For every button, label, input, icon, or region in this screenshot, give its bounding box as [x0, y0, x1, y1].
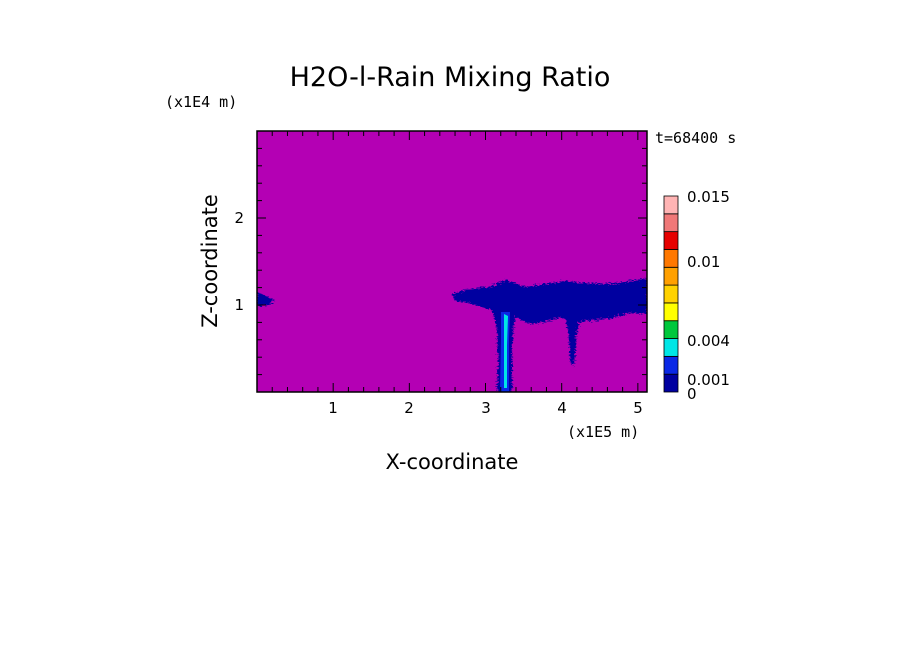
plot-frame [256, 130, 648, 393]
x-ticks [271, 131, 639, 392]
colorbar-segment [663, 284, 679, 304]
rain-layer-band [452, 278, 647, 324]
colorbar-segment [663, 373, 679, 393]
rain-core-high [504, 314, 508, 388]
colorbar-tick-label: 0.01 [687, 253, 720, 271]
colorbar-tick-label: 0 [687, 385, 697, 403]
colorbar-segment [663, 231, 679, 250]
y-tick-label: 1 [234, 296, 244, 314]
colorbar-segment [663, 266, 679, 286]
colorbar-segment [663, 338, 679, 357]
colorbar-segment [663, 213, 679, 233]
x-tick-label: 1 [328, 399, 338, 417]
y-ticks [257, 147, 647, 376]
colorbar-segments [663, 195, 679, 393]
x-axis: 1 2 3 4 5 (x1E5 m) X-coordinate [271, 131, 643, 474]
x-tick-label: 5 [633, 399, 643, 417]
colorbar-segment [663, 249, 679, 268]
y-scale-label: (x1E4 m) [165, 93, 237, 111]
y-tick-label: 2 [234, 209, 244, 227]
colorbar-tick-label: 0.001 [687, 371, 730, 389]
time-label: t=68400 s [655, 129, 736, 147]
colorbar-tick-label: 0.015 [687, 188, 730, 206]
chart-title: H2O-l-Rain Mixing Ratio [290, 62, 611, 93]
x-scale-label: (x1E5 m) [567, 423, 639, 441]
x-tick-label: 4 [557, 399, 567, 417]
x-axis-label: X-coordinate [386, 450, 519, 474]
colorbar-segment [663, 195, 679, 215]
rain-shaft-secondary [566, 318, 580, 366]
plot-background [257, 131, 647, 392]
x-tick-label: 3 [481, 399, 491, 417]
colorbar-segment [663, 355, 679, 375]
colorbar-segment [663, 320, 679, 339]
colorbar: 0.015 0.01 0.004 0.001 0 [663, 188, 730, 403]
x-tick-label: 2 [404, 399, 414, 417]
y-axis: 1 2 Z-coordinate [198, 147, 647, 376]
rain-patch-left [257, 292, 275, 306]
colorbar-tick-label: 0.004 [687, 332, 730, 350]
rain-field [257, 278, 647, 392]
y-axis-label: Z-coordinate [198, 194, 222, 328]
colorbar-segment [663, 302, 679, 322]
